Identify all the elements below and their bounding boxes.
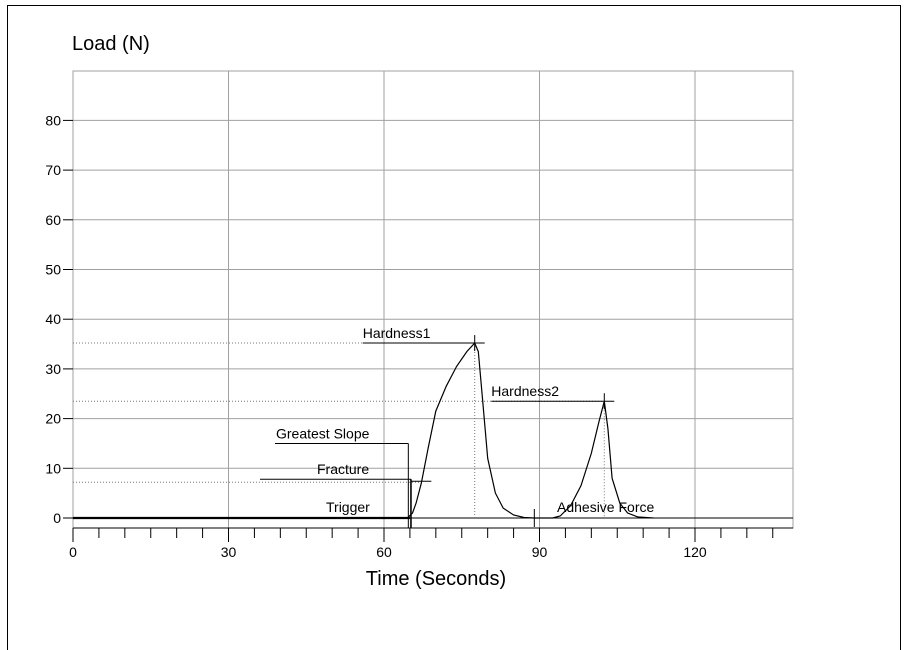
x-tick-label: 0 [69, 544, 77, 560]
hardness2-label: Hardness2 [491, 383, 559, 399]
trigger-label: Trigger [326, 499, 370, 515]
hardness1-label: Hardness1 [363, 325, 431, 341]
axes: 0 30 60 90 120 0 10 20 30 40 50 60 70 80 [45, 112, 793, 560]
greatest-slope-label: Greatest Slope [276, 425, 370, 441]
plot-border [72, 70, 794, 529]
load-curve [73, 342, 654, 519]
y-tick-label: 80 [45, 112, 61, 128]
y-tick-label: 20 [45, 411, 61, 427]
y-tick-label: 40 [45, 311, 61, 327]
y-tick-label: 60 [45, 212, 61, 228]
fracture-label: Fracture [317, 461, 369, 477]
x-tick-label: 120 [683, 544, 707, 560]
chart-frame [7, 5, 901, 650]
x-tick-label: 30 [221, 544, 237, 560]
x-tick-label: 90 [532, 544, 548, 560]
y-tick-label: 70 [45, 162, 61, 178]
y-axis-title: Load (N) [72, 33, 150, 55]
y-tick-label: 50 [45, 262, 61, 278]
annotations: Hardness1 Hardness2 Greatest Slope Fracture… [73, 325, 654, 528]
x-tick-label: 60 [376, 544, 392, 560]
y-tick-label: 30 [45, 361, 61, 377]
x-axis-title: Time (Seconds) [366, 568, 506, 590]
y-tick-label: 10 [45, 460, 61, 476]
adhesive-force-label: Adhesive Force [557, 499, 654, 515]
y-tick-label: 0 [53, 510, 61, 526]
grid [72, 70, 794, 529]
